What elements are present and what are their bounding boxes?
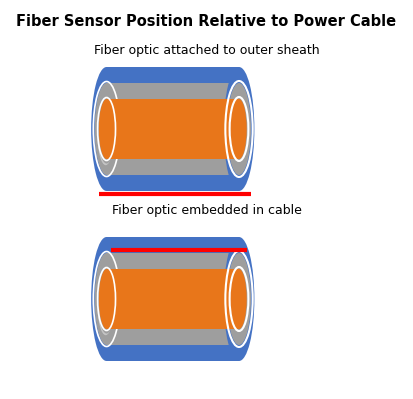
Ellipse shape — [95, 95, 115, 175]
Bar — [107, 269, 239, 329]
Ellipse shape — [101, 108, 112, 150]
Ellipse shape — [101, 278, 112, 320]
Bar — [107, 253, 239, 345]
Ellipse shape — [227, 83, 251, 175]
Text: Fiber optic attached to outer sheath: Fiber optic attached to outer sheath — [94, 44, 319, 57]
Ellipse shape — [97, 101, 114, 165]
Ellipse shape — [99, 269, 114, 329]
Ellipse shape — [95, 251, 119, 347]
Bar — [107, 237, 239, 361]
Ellipse shape — [223, 67, 254, 191]
Ellipse shape — [99, 99, 114, 159]
Ellipse shape — [95, 253, 119, 345]
Ellipse shape — [97, 265, 116, 334]
Text: Fiber Sensor Position Relative to Power Cable: Fiber Sensor Position Relative to Power … — [17, 14, 396, 29]
Text: Fiber optic embedded in cable: Fiber optic embedded in cable — [112, 204, 301, 217]
Bar — [107, 67, 239, 191]
Ellipse shape — [223, 237, 254, 361]
Ellipse shape — [91, 67, 122, 191]
Ellipse shape — [231, 99, 247, 159]
Ellipse shape — [95, 83, 119, 175]
Ellipse shape — [227, 253, 251, 345]
Bar — [107, 99, 239, 159]
Ellipse shape — [97, 271, 114, 335]
Bar — [107, 83, 239, 175]
Ellipse shape — [97, 95, 116, 164]
Ellipse shape — [95, 81, 119, 177]
Ellipse shape — [231, 269, 247, 329]
Ellipse shape — [91, 237, 122, 361]
Ellipse shape — [95, 265, 115, 345]
